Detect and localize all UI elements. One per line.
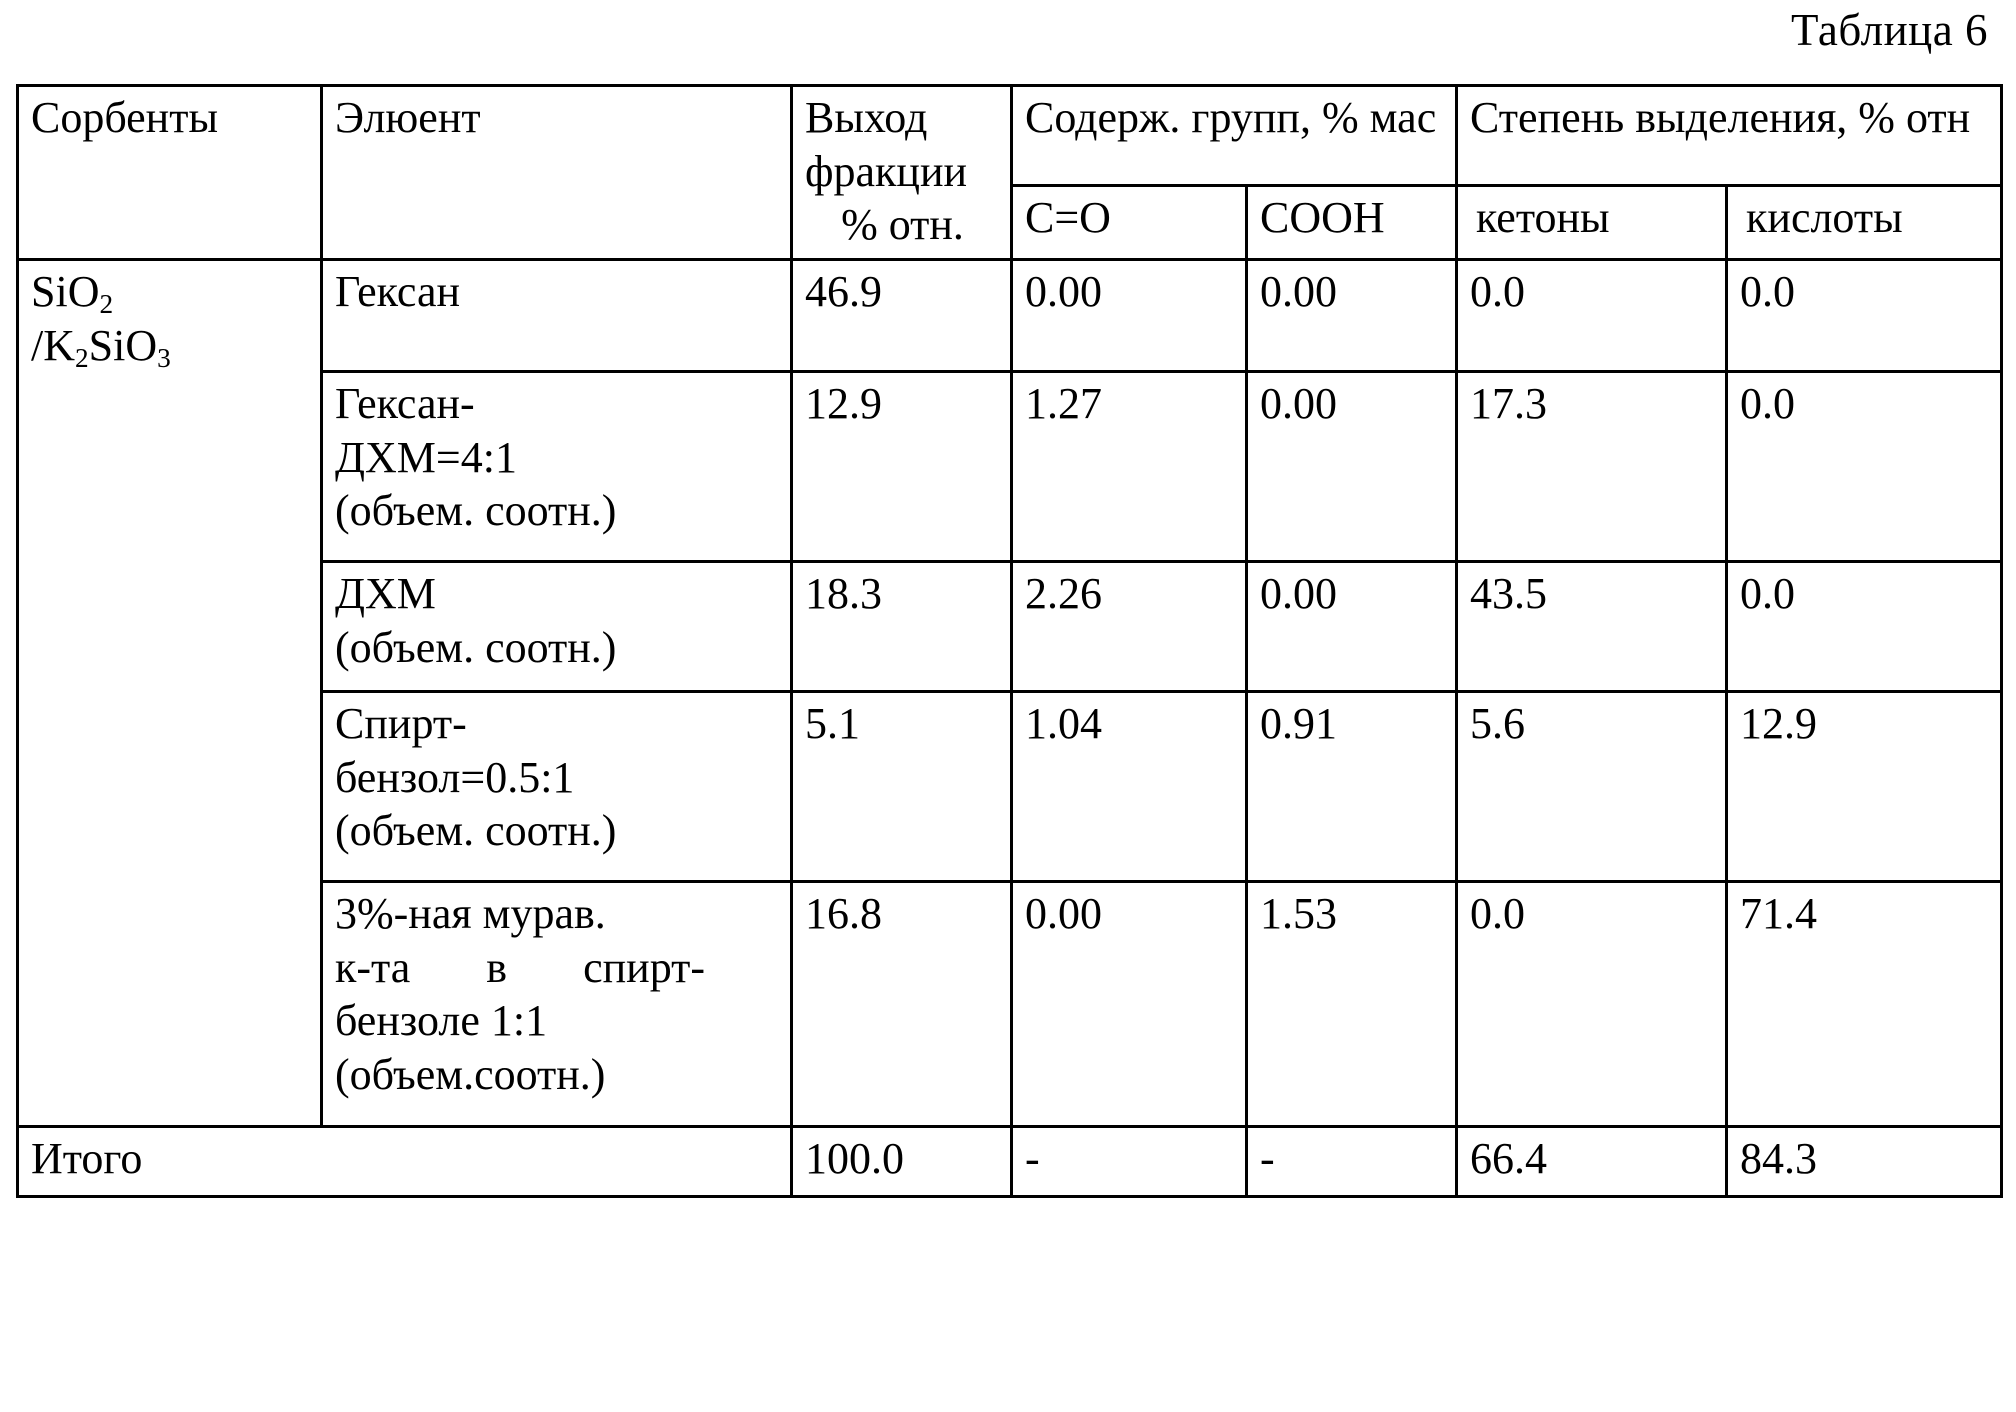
cell-acids: 0.0 [1725,258,2004,374]
header-sub-acids: кислоты [1725,183,2004,262]
cell-carbonyl: 1.27 [1010,370,1248,564]
table-body: SiO2 /K2SiO3 Гексан 46.9 0.00 0.00 0.0 0… [16,258,2004,1199]
header-yield-fraction: Выход фракции % отн. [790,83,1013,262]
cell-yield: 12.9 [790,370,1013,564]
eluent-cell: Гексан [320,258,793,374]
cell-yield: 5.1 [790,690,1013,884]
sorbent-formula-line2: /K2SiO3 [31,320,171,373]
header-yield-line2: фракции [805,146,968,196]
total-carboxyl: - [1244,1125,1459,1199]
header-yield-line1: Выход [805,93,928,142]
table-row: Спирт- бензол=0.5:1 (объем. соотн.) 5.1 … [18,690,2004,884]
total-label: Итого [16,1125,793,1199]
table-row: Гексан- ДХМ=4:1 (объем. соотн.) 12.9 1.2… [18,370,2004,564]
header-recovery-line1: Степень [1470,93,1625,142]
total-carbonyl: - [1010,1125,1248,1199]
eluent-line: Гексан- [335,379,475,429]
cell-acids: 0.0 [1725,370,2004,564]
cell-carboxyl: 0.91 [1244,690,1459,884]
eluent-line: Спирт- [335,699,467,749]
cell-ketones: 43.5 [1455,560,1729,694]
table-total-row: Итого 100.0 - - 66.4 84.3 [16,1125,2004,1199]
header-sub-ketones: кетоны [1455,183,1729,262]
cell-acids: 71.4 [1725,880,2004,1129]
header-yield-line3: % отн. [841,200,964,250]
eluent-line: (объем. соотн.) [335,486,617,536]
cell-carboxyl: 0.00 [1244,258,1459,374]
header-sub-carboxyl: COOH [1244,183,1459,262]
eluent-line: бензоле 1:1 [335,996,548,1046]
cell-ketones: 0.0 [1455,880,1729,1129]
eluent-line: Гексан [335,267,461,317]
table-header: Сорбенты Элюент Выход фракции % отн. Сод… [16,83,2004,262]
total-acids: 84.3 [1725,1125,2004,1199]
cell-ketones: 0.0 [1455,258,1729,374]
cell-carbonyl: 1.04 [1010,690,1248,884]
eluent-line: ДХМ=4:1 [335,432,517,482]
header-recovery-line2: выделения, % отн [1635,93,1971,142]
eluent-cell: 3%-ная мурав. к-та в спирт- бензоле 1:1 … [320,880,793,1129]
sorbent-fractionation-table: Сорбенты Элюент Выход фракции % отн. Сод… [16,83,2004,1199]
header-groups-line1: Содерж. групп, [1025,93,1311,142]
eluent-line: 3%-ная мурав. [335,889,606,939]
header-eluent: Элюент [320,83,793,262]
eluent-line: бензол=0.5:1 [335,752,575,802]
header-row-main: Сорбенты Элюент Выход фракции % отн. Сод… [16,83,2004,262]
header-recovery-degree: Степень выделения, % отн [1455,84,2004,187]
eluent-line: (объем. соотн.) [335,806,617,856]
cell-ketones: 5.6 [1455,690,1729,884]
cell-yield: 18.3 [790,560,1013,694]
cell-yield: 16.8 [790,880,1013,1129]
header-sub-carbonyl: C=O [1010,183,1248,262]
header-groups-line2: % мас [1321,93,1437,142]
cell-carbonyl: 0.00 [1010,880,1248,1129]
eluent-cell: Гексан- ДХМ=4:1 (объем. соотн.) [320,370,793,564]
cell-yield: 46.9 [790,258,1013,374]
cell-carboxyl: 0.00 [1244,560,1459,694]
cell-carboxyl: 0.00 [1244,370,1459,564]
eluent-cell: ДХМ (объем. соотн.) [320,560,793,694]
cell-carboxyl: 1.53 [1244,880,1459,1129]
cell-ketones: 17.3 [1455,370,1729,564]
sorbent-formula-line1: SiO2 [31,267,114,320]
cell-carbonyl: 2.26 [1010,560,1248,694]
eluent-line: ДХМ [335,569,436,619]
table-row: SiO2 /K2SiO3 Гексан 46.9 0.00 0.00 0.0 0… [16,258,2004,1129]
header-sorbents: Сорбенты [16,83,323,262]
total-yield: 100.0 [790,1125,1013,1199]
header-row-sub: C=O COOH кетоны кислоты [18,183,2004,262]
table-row: 3%-ная мурав. к-та в спирт- бензоле 1:1 … [18,880,2004,1129]
sorbent-name-cell: SiO2 /K2SiO3 [16,258,323,1129]
table-caption: Таблица 6 [1791,5,1988,55]
header-group-content: Содерж. групп, % мас [1009,84,1459,187]
cell-carbonyl: 0.00 [1010,258,1248,374]
cell-acids: 12.9 [1725,690,2004,884]
eluent-line: (объем. соотн.) [335,622,617,672]
cell-acids: 0.0 [1725,560,2004,694]
table-row: ДХМ (объем. соотн.) 18.3 2.26 0.00 43.5 … [18,560,2004,694]
eluent-line: (объем.соотн.) [335,1050,606,1100]
eluent-cell: Спирт- бензол=0.5:1 (объем. соотн.) [320,690,793,884]
total-ketones: 66.4 [1455,1125,1729,1199]
eluent-line: к-та в спирт- [335,942,705,992]
